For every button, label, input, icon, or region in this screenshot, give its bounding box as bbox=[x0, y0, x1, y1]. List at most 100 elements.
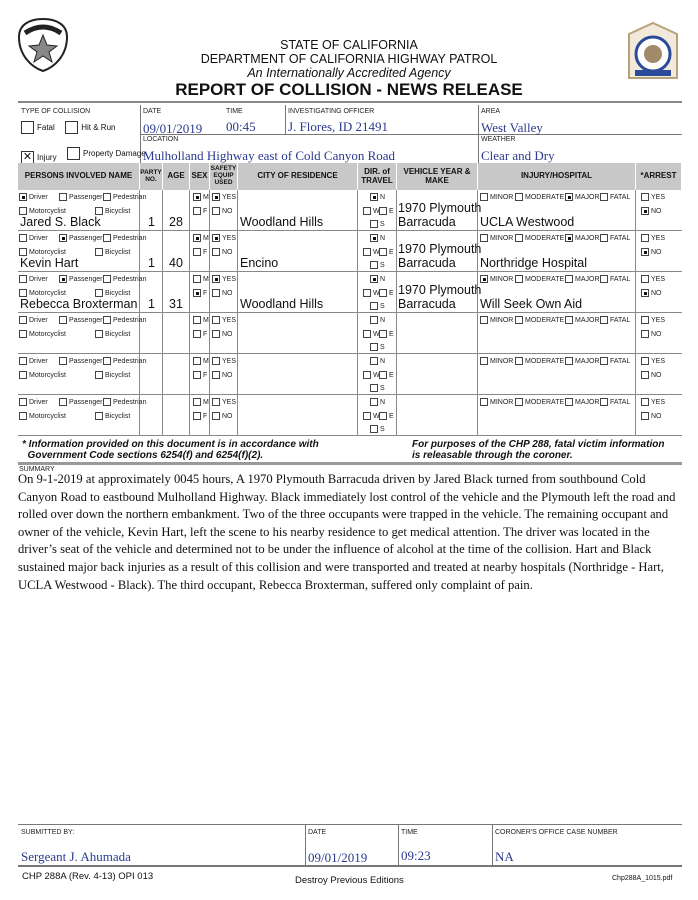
motorcyclist-box[interactable] bbox=[19, 412, 27, 420]
bicyclist-checkbox[interactable]: Bicyclist bbox=[95, 207, 130, 215]
male-checkbox[interactable]: M bbox=[193, 234, 209, 242]
motorcyclist-box[interactable] bbox=[19, 248, 27, 256]
south-checkbox[interactable]: S bbox=[370, 384, 385, 392]
minor-checkbox[interactable]: MINOR bbox=[480, 234, 513, 242]
female-checkbox[interactable]: F bbox=[193, 248, 207, 256]
fatal-checkbox[interactable]: FATAL bbox=[600, 275, 630, 283]
west-checkbox[interactable]: W bbox=[363, 330, 380, 338]
fatal-checkbox[interactable]: FATAL bbox=[600, 193, 630, 201]
moderate-checkbox[interactable]: MODERATE bbox=[515, 316, 564, 324]
moderate-checkbox[interactable]: MODERATE bbox=[515, 398, 564, 406]
west-checkbox[interactable]: W bbox=[363, 371, 380, 379]
north-checkbox[interactable]: N bbox=[370, 234, 385, 242]
arrest-yes-checkbox[interactable]: YES bbox=[641, 398, 665, 406]
safety-no-checkbox[interactable]: NO bbox=[212, 248, 233, 256]
north-box[interactable] bbox=[370, 234, 378, 242]
major-box[interactable] bbox=[565, 316, 573, 324]
west-box[interactable] bbox=[363, 289, 371, 297]
passenger-box[interactable] bbox=[59, 193, 67, 201]
moderate-box[interactable] bbox=[515, 193, 523, 201]
motorcyclist-box[interactable] bbox=[19, 371, 27, 379]
moderate-checkbox[interactable]: MODERATE bbox=[515, 234, 564, 242]
major-box[interactable] bbox=[565, 275, 573, 283]
female-checkbox[interactable]: F bbox=[193, 289, 207, 297]
moderate-checkbox[interactable]: MODERATE bbox=[515, 275, 564, 283]
female-checkbox[interactable]: F bbox=[193, 371, 207, 379]
female-checkbox[interactable]: F bbox=[193, 412, 207, 420]
safety-yes-checkbox[interactable]: YES bbox=[212, 357, 236, 365]
north-checkbox[interactable]: N bbox=[370, 193, 385, 201]
minor-checkbox[interactable]: MINOR bbox=[480, 275, 513, 283]
property-damage-checkbox[interactable]: Property Damage bbox=[67, 147, 146, 160]
arrest-no-box[interactable] bbox=[641, 371, 649, 379]
passenger-checkbox[interactable]: Passenger bbox=[59, 275, 102, 283]
pedestrian-box[interactable] bbox=[103, 316, 111, 324]
minor-box[interactable] bbox=[480, 316, 488, 324]
minor-box[interactable] bbox=[480, 275, 488, 283]
major-checkbox[interactable]: MAJOR bbox=[565, 275, 600, 283]
bicyclist-box[interactable] bbox=[95, 289, 103, 297]
driver-checkbox[interactable]: Driver bbox=[19, 357, 48, 365]
east-checkbox[interactable]: E bbox=[379, 289, 394, 297]
safety-yes-box[interactable] bbox=[212, 398, 220, 406]
fatal-box[interactable] bbox=[600, 234, 608, 242]
south-checkbox[interactable]: S bbox=[370, 302, 385, 310]
safety-no-checkbox[interactable]: NO bbox=[212, 412, 233, 420]
arrest-no-checkbox[interactable]: NO bbox=[641, 207, 662, 215]
south-checkbox[interactable]: S bbox=[370, 425, 385, 433]
minor-checkbox[interactable]: MINOR bbox=[480, 193, 513, 201]
pedestrian-checkbox[interactable]: Pedestrian bbox=[103, 357, 146, 365]
pedestrian-checkbox[interactable]: Pedestrian bbox=[103, 275, 146, 283]
major-checkbox[interactable]: MAJOR bbox=[565, 398, 600, 406]
fatal-checkbox[interactable]: FATAL bbox=[600, 357, 630, 365]
female-box[interactable] bbox=[193, 412, 201, 420]
arrest-no-checkbox[interactable]: NO bbox=[641, 248, 662, 256]
south-box[interactable] bbox=[370, 425, 378, 433]
arrest-yes-box[interactable] bbox=[641, 316, 649, 324]
motorcyclist-checkbox[interactable]: Motorcyclist bbox=[19, 371, 66, 379]
safety-yes-checkbox[interactable]: YES bbox=[212, 398, 236, 406]
west-box[interactable] bbox=[363, 248, 371, 256]
passenger-checkbox[interactable]: Passenger bbox=[59, 193, 102, 201]
west-box[interactable] bbox=[363, 207, 371, 215]
male-checkbox[interactable]: M bbox=[193, 398, 209, 406]
arrest-yes-box[interactable] bbox=[641, 234, 649, 242]
female-box[interactable] bbox=[193, 248, 201, 256]
pedestrian-box[interactable] bbox=[103, 193, 111, 201]
driver-box[interactable] bbox=[19, 357, 27, 365]
safety-yes-box[interactable] bbox=[212, 193, 220, 201]
bicyclist-checkbox[interactable]: Bicyclist bbox=[95, 371, 130, 379]
fatal-box[interactable] bbox=[600, 398, 608, 406]
north-box[interactable] bbox=[370, 398, 378, 406]
passenger-box[interactable] bbox=[59, 275, 67, 283]
moderate-box[interactable] bbox=[515, 234, 523, 242]
male-box[interactable] bbox=[193, 316, 201, 324]
bicyclist-checkbox[interactable]: Bicyclist bbox=[95, 289, 130, 297]
fatal-checkbox[interactable]: FATAL bbox=[600, 398, 630, 406]
female-box[interactable] bbox=[193, 289, 201, 297]
east-box[interactable] bbox=[379, 371, 387, 379]
motorcyclist-checkbox[interactable]: Motorcyclist bbox=[19, 248, 66, 256]
fatal-box[interactable] bbox=[600, 316, 608, 324]
west-box[interactable] bbox=[363, 371, 371, 379]
male-box[interactable] bbox=[193, 275, 201, 283]
east-checkbox[interactable]: E bbox=[379, 412, 394, 420]
passenger-checkbox[interactable]: Passenger bbox=[59, 357, 102, 365]
minor-checkbox[interactable]: MINOR bbox=[480, 398, 513, 406]
safety-yes-box[interactable] bbox=[212, 316, 220, 324]
arrest-yes-box[interactable] bbox=[641, 398, 649, 406]
safety-no-box[interactable] bbox=[212, 371, 220, 379]
male-checkbox[interactable]: M bbox=[193, 275, 209, 283]
minor-box[interactable] bbox=[480, 357, 488, 365]
north-checkbox[interactable]: N bbox=[370, 398, 385, 406]
motorcyclist-checkbox[interactable]: Motorcyclist bbox=[19, 289, 66, 297]
safety-no-box[interactable] bbox=[212, 207, 220, 215]
arrest-yes-checkbox[interactable]: YES bbox=[641, 316, 665, 324]
fatal-box[interactable] bbox=[600, 357, 608, 365]
passenger-box[interactable] bbox=[59, 316, 67, 324]
east-checkbox[interactable]: E bbox=[379, 371, 394, 379]
bicyclist-checkbox[interactable]: Bicyclist bbox=[95, 248, 130, 256]
moderate-box[interactable] bbox=[515, 275, 523, 283]
passenger-box[interactable] bbox=[59, 234, 67, 242]
driver-box[interactable] bbox=[19, 316, 27, 324]
